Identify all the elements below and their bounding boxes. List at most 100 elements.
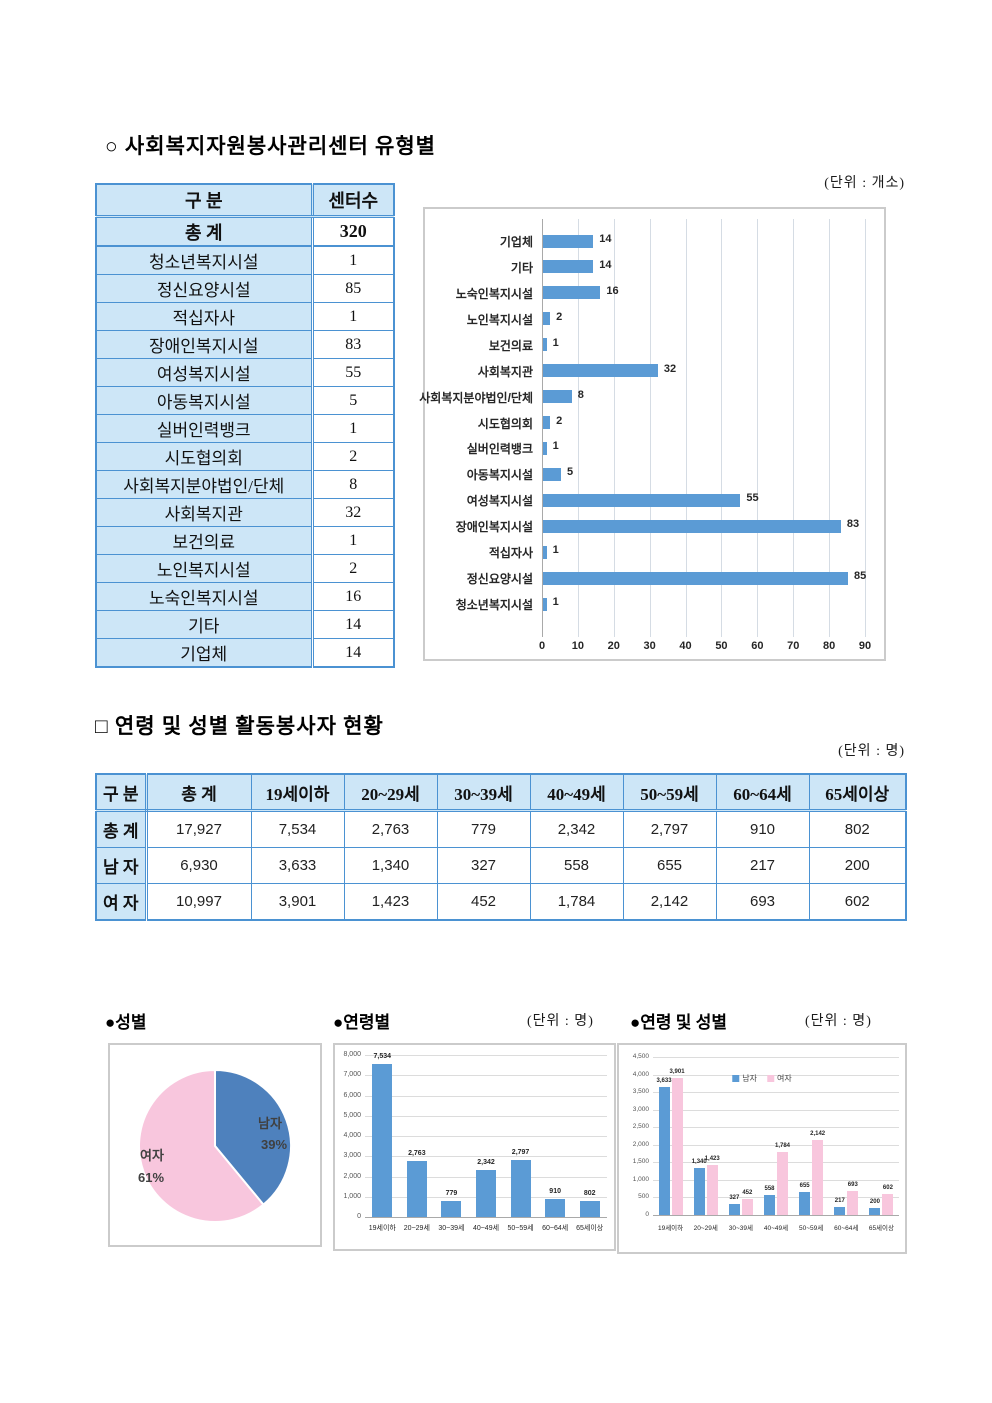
table-row: 아동복지시설 5 [95,386,395,415]
row-label: 노숙인복지시설 [95,582,313,611]
section2-title: □ 연령 및 성별 활동봉사자 현황 [95,714,384,738]
table-row: 총 계 17,927 7,534 2,763 779 2,342 2,797 910 802 [95,810,907,848]
gridline [365,1055,607,1056]
category-label: 시도협의회 [477,416,533,431]
bar-value-label: 16 [606,284,619,297]
section2-unit-label: (단위 : 명) [838,744,905,759]
gridline [793,219,795,637]
bar-남자 [869,1207,881,1215]
table-row: 보건의료 1 [95,526,395,555]
bar-value-label: 779 [445,1190,458,1198]
y-tick-label: 2,500 [632,1123,649,1131]
y-tick-label: 4,000 [343,1132,361,1139]
category-label: 기업체 [499,235,533,249]
bar-value-label: 85 [854,570,867,583]
bar-value-label: 3,633 [656,1078,672,1085]
gridline [577,219,579,637]
x-tick-label: 70 [787,640,800,652]
cell-value: 2,763 [343,810,438,848]
x-tick-label: 60~64세 [834,1225,859,1232]
x-tick-label: 50~59세 [799,1225,824,1232]
y-tick-label: 2,000 [632,1140,649,1148]
row-label: 사회복지관 [95,498,313,527]
table-total-row: 총 계 320 [95,216,395,247]
gridline [365,1075,607,1077]
bar [372,1064,393,1217]
bar-value-label: 7,534 [373,1053,392,1061]
row-value: 14 [310,638,395,668]
cell-value: 452 [436,883,531,921]
bar-value-label: 602 [882,1184,893,1191]
gridline [365,1115,607,1117]
cell-value: 7,534 [250,810,345,848]
category-label: 아동복지시설 [466,468,533,483]
table-row: 노인복지시설 2 [95,554,395,583]
cell-value: 10,997 [145,883,252,921]
gender-pie-chart: 남자 39% 여자 61% [108,1043,322,1247]
row-value: 83 [310,330,395,359]
row-label: 기업체 [95,638,313,668]
x-tick-label: 30 [643,640,656,652]
y-tick-label: 4,500 [632,1053,649,1060]
x-tick-label: 30~39세 [728,1225,753,1232]
row-value: 16 [310,582,395,611]
bar-value-label: 1,784 [774,1143,790,1150]
category-label: 노숙인복지시설 [455,286,533,301]
row-label: 정신요양시설 [95,274,313,303]
bar [543,597,547,611]
row-label: 사회복지분야법인/단체 [95,470,313,499]
x-tick-label: 65세이상 [868,1225,894,1232]
table-row: 사회복지분야법인/단체 8 [95,470,395,499]
bar-여자 [812,1139,824,1215]
x-tick-label: 50 [715,640,728,652]
y-tick-label: 1,000 [343,1192,361,1200]
bar-value-label: 1,423 [704,1156,720,1163]
cell-value: 3,901 [250,883,345,921]
gridline [653,1144,899,1146]
x-tick-label: 20~29세 [403,1225,430,1232]
table-row: 사회복지관 32 [95,498,395,527]
bar-value-label: 1 [552,596,559,609]
bar-value-label: 802 [583,1189,596,1197]
bar [543,312,551,326]
bar [543,364,658,378]
chart-legend: 남자 여자 [732,1073,792,1084]
x-tick-label: 80 [822,640,836,652]
bar-남자 [764,1195,775,1215]
row-label: 기타 [95,610,313,639]
y-tick-label: 1,000 [632,1175,649,1183]
row-label: 장애인복지시설 [95,330,313,359]
x-tick-label: 19세이하 [368,1225,396,1232]
pie-label-male: 남자 [258,1116,282,1131]
category-label: 사회복지관 [477,364,533,379]
gridline [685,219,687,637]
row-value: 1 [310,302,395,331]
x-tick-label: 10 [571,640,584,652]
bar [543,338,547,352]
bar-여자 [706,1165,718,1215]
pie-graphic [138,1068,292,1223]
table-row: 남 자 6,930 3,633 1,340 327 558 655 217 200 [95,847,907,884]
x-tick-label: 20 [607,640,620,652]
gridline [365,1136,607,1137]
x-tick-label: 50~59세 [507,1225,534,1232]
column-header: 65세이상 [808,773,907,812]
bar [543,416,551,429]
cell-value: 217 [715,847,810,884]
gridline [653,1215,899,1216]
cell-value: 2,142 [622,883,717,921]
bar [543,519,841,533]
x-tick-label: 90 [858,640,872,652]
x-tick-label: 65세이상 [576,1225,604,1232]
category-label: 장애인복지시설 [455,520,533,535]
row-label: 노인복지시설 [95,554,313,583]
row-label: 총 계 [95,216,313,247]
bar-value-label: 1 [552,440,559,453]
table-header-row: 구 분 센터수 [95,183,395,218]
bar-value-label: 55 [746,492,759,505]
row-label: 아동복지시설 [95,386,313,415]
row-label: 청소년복지시설 [95,245,313,275]
y-tick-label: 3,500 [632,1088,649,1096]
gridline [365,1095,607,1097]
